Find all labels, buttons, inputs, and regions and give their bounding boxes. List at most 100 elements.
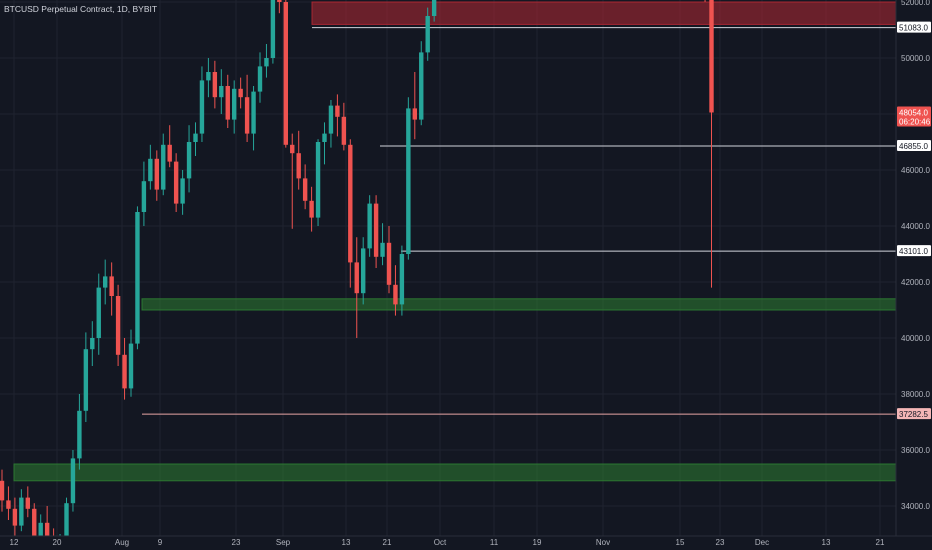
time-axis-label: Aug [115, 538, 129, 547]
candle-body [412, 108, 417, 120]
candle-body [309, 200, 314, 218]
time-axis-label: 9 [158, 538, 163, 547]
candle [270, 0, 276, 64]
candle-body [431, 0, 437, 16]
candle [406, 97, 411, 260]
candle-body [19, 497, 24, 526]
candle [173, 153, 179, 212]
candle-body [367, 203, 372, 249]
price-tag-label: 46855.0 [899, 142, 928, 151]
candle-body [90, 338, 95, 350]
candle [257, 52, 263, 103]
price-axis-label: 36000.0 [901, 446, 930, 455]
candle [238, 77, 243, 109]
time-axis-background [0, 536, 932, 550]
candle-body [373, 203, 379, 257]
price-tag-label: 06:20:46 [899, 117, 931, 126]
candle-body [199, 80, 205, 134]
candle-body [180, 178, 185, 204]
candle [193, 122, 198, 156]
candle-body [167, 144, 172, 162]
candle-body [257, 66, 263, 92]
candle-body [44, 522, 50, 543]
candle [135, 206, 140, 350]
candles [0, 0, 714, 550]
candle-body [244, 97, 250, 134]
candle [309, 186, 314, 232]
candle-body [335, 105, 340, 117]
time-axis-label: 15 [676, 538, 685, 547]
time-axis-label: Sep [276, 538, 291, 547]
horizontal-levels [142, 27, 896, 415]
candle [419, 41, 424, 126]
price-tag-label: 43101.0 [899, 247, 928, 256]
candle [83, 332, 89, 422]
support-zone[interactable] [141, 298, 897, 311]
time-axis-label: Oct [434, 538, 447, 547]
candle-body [186, 142, 192, 179]
candle-body [109, 276, 114, 296]
candle-body [328, 105, 334, 134]
candle-body [96, 287, 101, 338]
candle-body [232, 88, 237, 120]
time-axis[interactable]: 12 20 Aug 9 23 Sep 13 21 Oct 11 19 Nov 15 23 Dec 13 21 [0, 535, 932, 550]
candle-body [425, 16, 430, 53]
candle [167, 125, 172, 168]
candle-body [161, 144, 166, 190]
price-tags: 58590.055780.051083.048054.006:20:464685… [897, 21, 931, 420]
time-axis-label: 12 [10, 538, 19, 547]
time-axis-label: 13 [342, 538, 351, 547]
candle-body [12, 508, 18, 526]
price-tag-box [897, 245, 931, 257]
candle [232, 80, 237, 134]
candle-body [38, 522, 43, 540]
symbol-title: BTCUSD Perpetual Contract, 1D, BYBIT [4, 4, 158, 14]
candle-body [380, 242, 385, 257]
candle-body [361, 248, 366, 294]
candle [96, 273, 101, 355]
candle-body [419, 52, 424, 120]
candle [264, 44, 269, 78]
candle [354, 237, 359, 338]
candle [154, 150, 159, 201]
candle-body [173, 161, 179, 204]
candle [141, 161, 147, 226]
time-axis-label: 21 [383, 538, 392, 547]
candle-body [148, 158, 153, 182]
candle [148, 144, 153, 190]
candle-body [135, 212, 140, 344]
candle [425, 7, 430, 61]
candle-body [406, 108, 411, 255]
candle [348, 139, 353, 288]
candle [199, 66, 205, 142]
price-zones [13, 1, 897, 482]
candle-body [399, 254, 405, 305]
candle-body [0, 480, 5, 501]
candle-body [6, 500, 11, 509]
candle [77, 394, 82, 470]
price-tag-box [897, 115, 931, 127]
candle [161, 133, 166, 196]
candle [335, 94, 340, 137]
support-zone[interactable] [13, 463, 897, 482]
price-tag-box [897, 140, 931, 152]
price-axis[interactable]: 34000.0 36000.0 38000.0 40000.0 42000.0 44000… [895, 0, 932, 550]
candle-body [270, 0, 276, 59]
candle-body [103, 276, 108, 288]
price-axis-label: 52000.0 [901, 0, 930, 7]
resistance-zone[interactable] [311, 1, 897, 25]
price-tag: 46855.0 [897, 140, 931, 152]
candle-body [315, 142, 321, 218]
candle-body [115, 296, 121, 355]
candle-body [122, 354, 127, 389]
candle [206, 58, 211, 98]
candle-body [141, 181, 147, 212]
time-axis-label: Dec [755, 538, 769, 547]
candle-body [709, 0, 714, 113]
candle [251, 86, 256, 151]
candle-body [264, 58, 269, 67]
candle-body [348, 144, 353, 263]
candle-body [290, 144, 295, 154]
